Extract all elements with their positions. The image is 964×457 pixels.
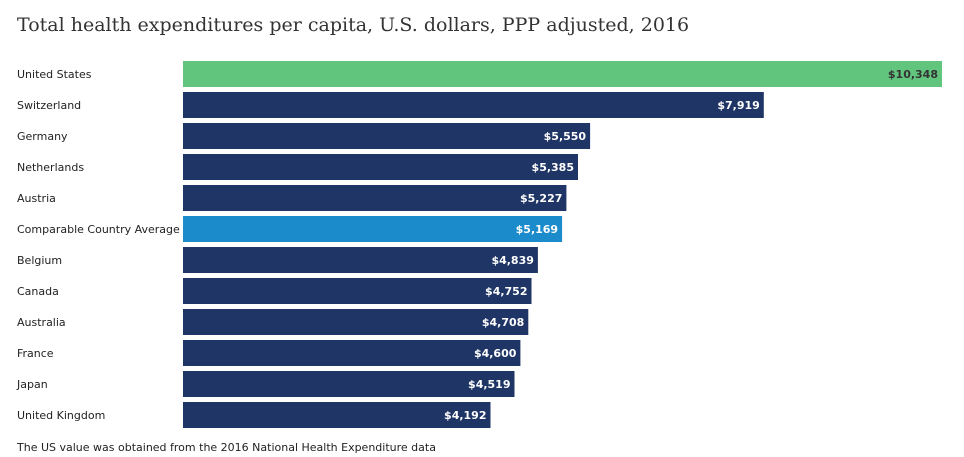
bars-layer: United States $10,348 Switzerland $7,919 Ger… — [16, 61, 942, 428]
value-label-canada: $4,752 — [485, 285, 527, 298]
value-label-germany: $5,550 — [544, 130, 587, 143]
chart-title: Total health expenditures per capita, U.… — [17, 14, 690, 36]
category-label-australia: Australia — [17, 316, 66, 329]
bar-canada — [183, 278, 532, 304]
value-label-austria: $5,227 — [520, 192, 562, 205]
category-label-netherlands: Netherlands — [17, 161, 84, 174]
category-label-france: France — [17, 347, 54, 360]
category-label-united-states: United States — [17, 68, 92, 81]
category-label-germany: Germany — [17, 130, 68, 143]
value-label-japan: $4,519 — [468, 378, 510, 391]
category-label-united-kingdom: United Kingdom — [17, 409, 105, 422]
bar-australia — [183, 309, 529, 335]
bar-belgium — [183, 247, 538, 273]
category-label-comparable-country-average: Comparable Country Average — [17, 223, 180, 236]
value-label-france: $4,600 — [474, 347, 517, 360]
category-label-belgium: Belgium — [17, 254, 62, 267]
category-label-canada: Canada — [17, 285, 59, 298]
value-label-switzerland: $7,919 — [717, 99, 759, 112]
category-label-japan: Japan — [16, 378, 48, 391]
bar-france — [183, 340, 521, 366]
bar-comparable-country-average — [183, 216, 563, 242]
bar-austria — [183, 185, 567, 211]
category-label-austria: Austria — [17, 192, 56, 205]
value-label-belgium: $4,839 — [491, 254, 533, 267]
bar-united-states — [183, 61, 942, 87]
bar-united-kingdom — [183, 402, 491, 428]
bar-germany — [183, 123, 591, 149]
value-label-comparable-country-average: $5,169 — [516, 223, 558, 236]
value-label-australia: $4,708 — [482, 316, 524, 329]
value-label-united-kingdom: $4,192 — [444, 409, 486, 422]
footnote: The US value was obtained from the 2016 … — [17, 441, 436, 454]
bar-japan — [183, 371, 515, 397]
value-label-united-states: $10,348 — [888, 68, 938, 81]
bar-switzerland — [183, 92, 764, 118]
value-label-netherlands: $5,385 — [532, 161, 574, 174]
category-label-switzerland: Switzerland — [17, 99, 81, 112]
bar-netherlands — [183, 154, 578, 180]
